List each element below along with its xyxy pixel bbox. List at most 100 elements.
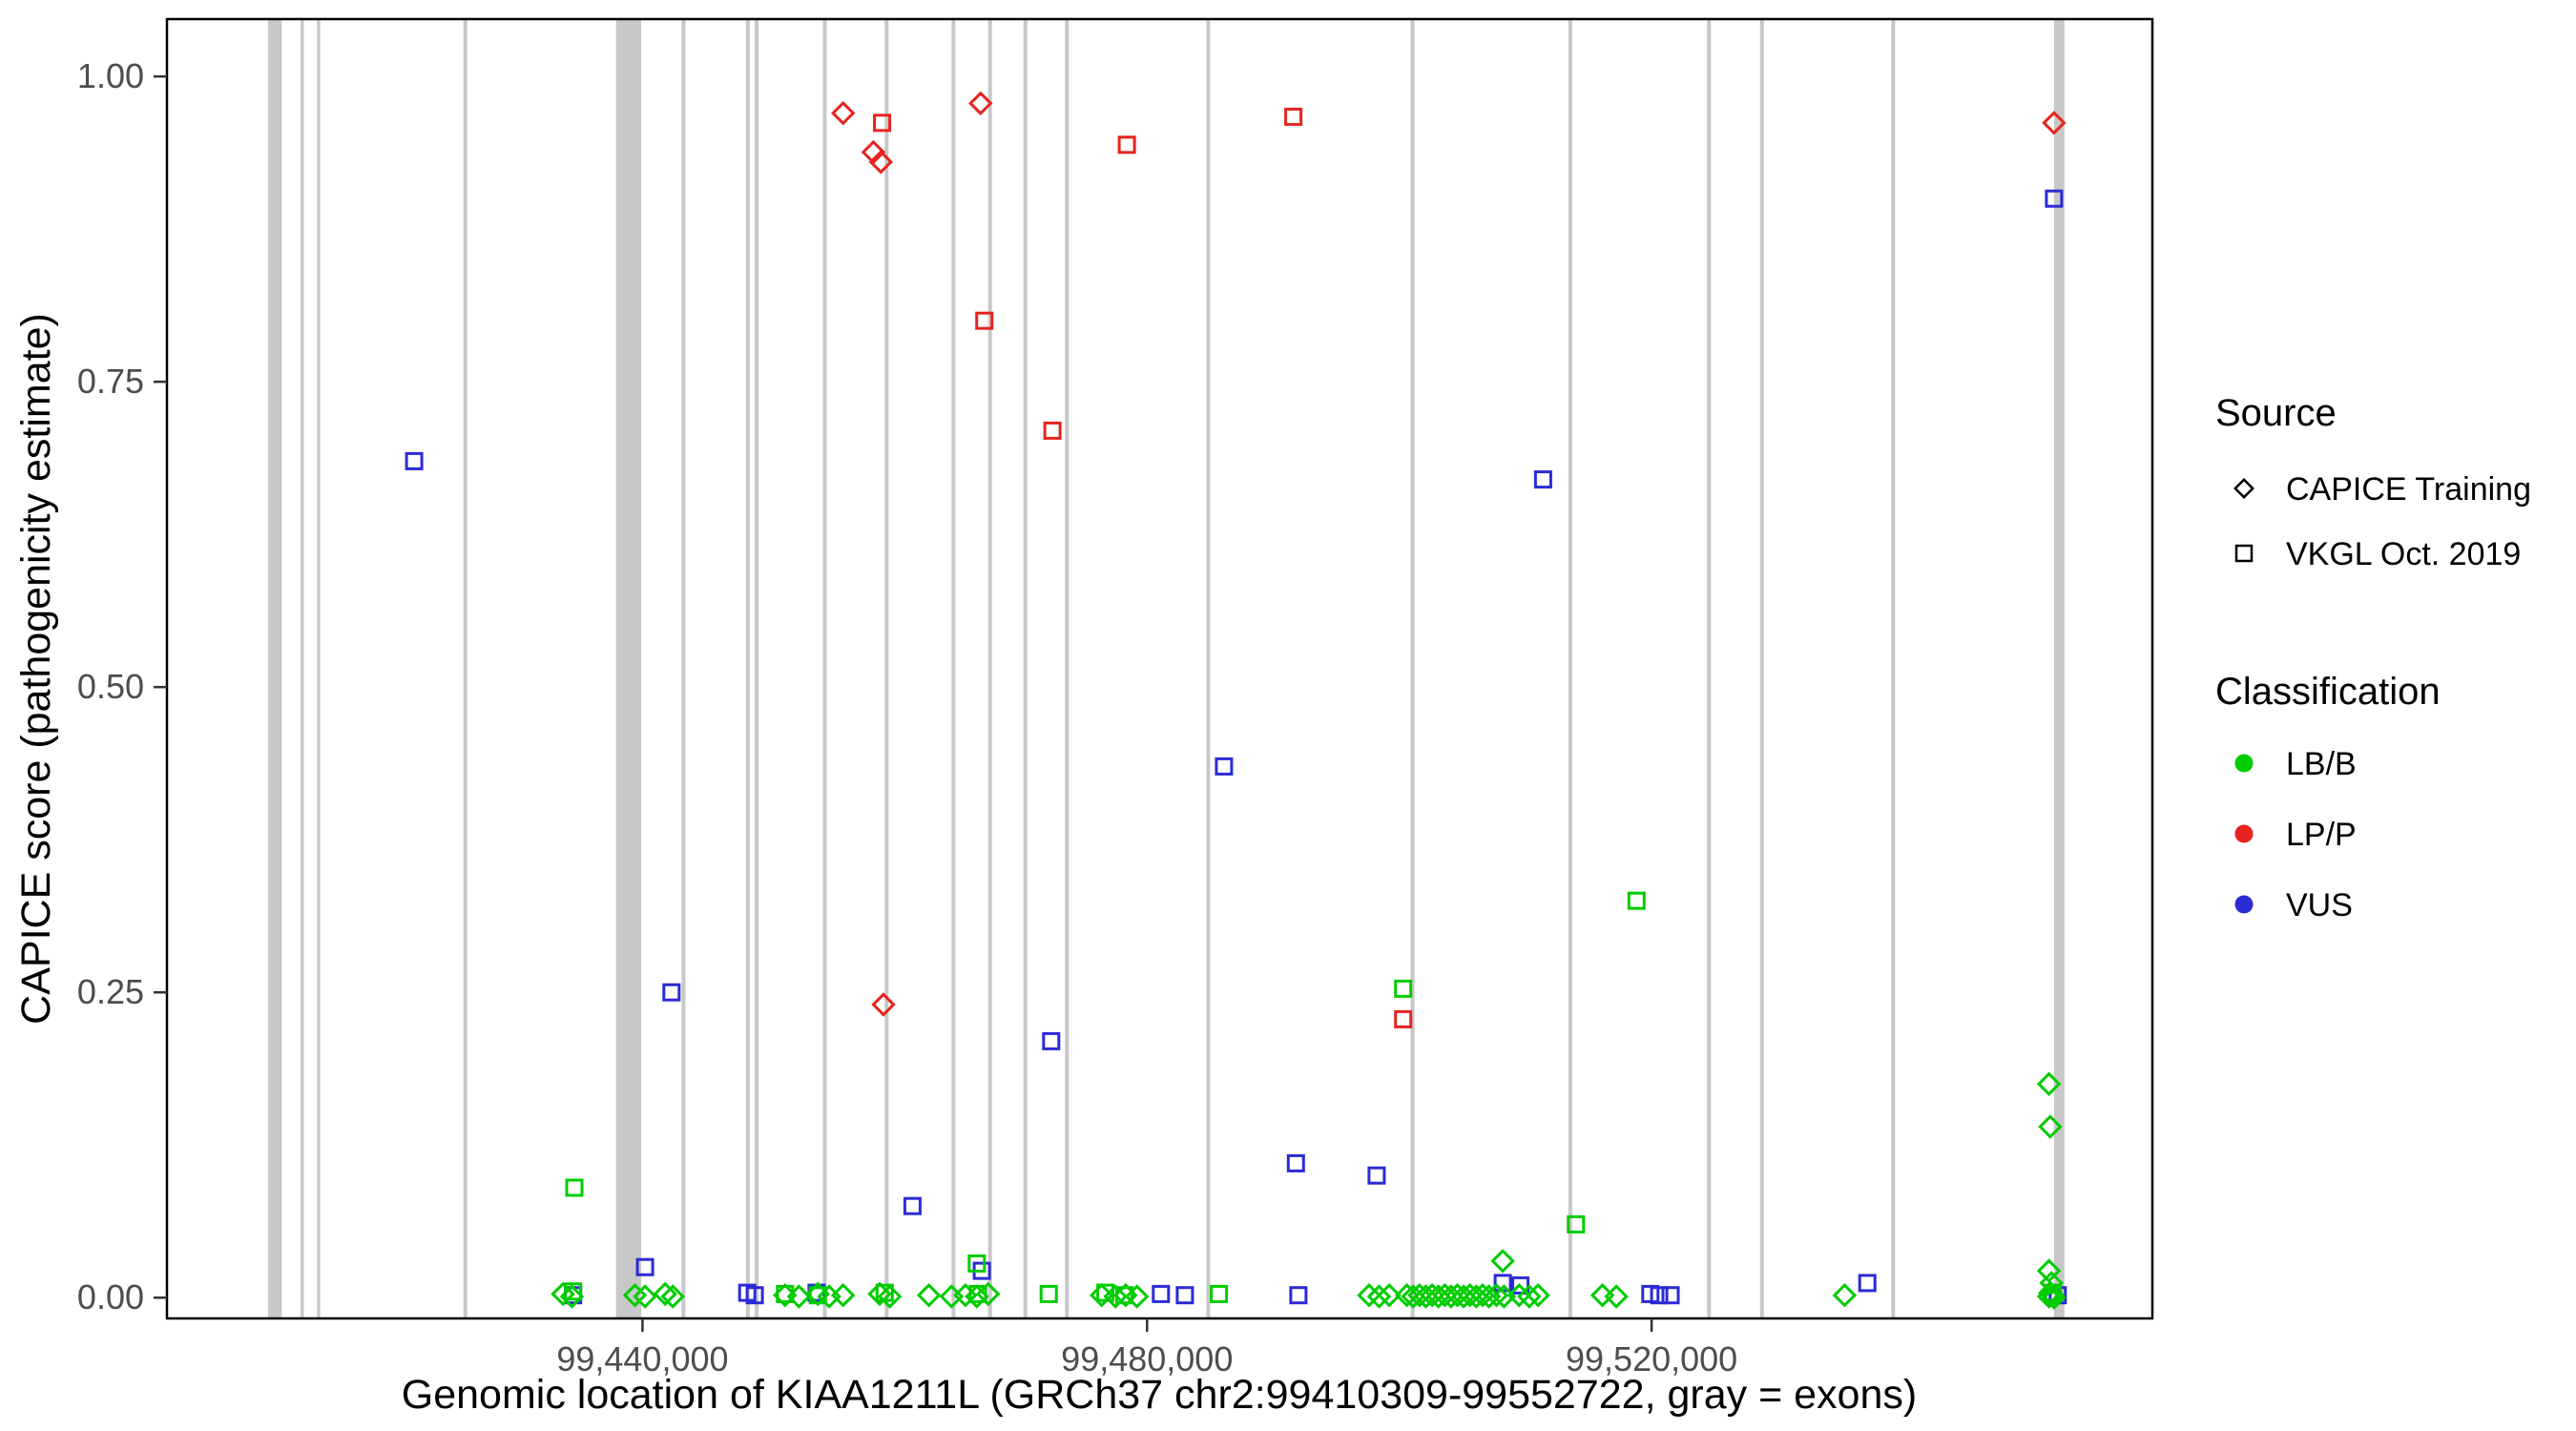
- exon-band: [822, 19, 827, 1318]
- data-point-diamond: [1526, 1282, 1550, 1308]
- data-point-square: [1627, 891, 1646, 910]
- data-point-square: [1511, 1275, 1530, 1295]
- data-point-diamond: [968, 91, 993, 116]
- data-point-diamond: [1089, 1282, 1114, 1308]
- data-point-square: [1152, 1284, 1171, 1303]
- exon-band: [301, 19, 304, 1318]
- data-point-square: [1210, 1284, 1229, 1303]
- legend-classification-title: Classification: [2215, 671, 2441, 713]
- vus-color-swatch: [2234, 895, 2254, 914]
- legend-item-vkgl: VKGL Oct. 2019: [2286, 536, 2521, 572]
- data-point-square: [967, 1254, 987, 1273]
- exon-band: [1707, 19, 1712, 1318]
- x-tick-label: 99,440,000: [556, 1339, 728, 1379]
- y-axis-title: CAPICE score (pathogenicity estimate): [13, 313, 59, 1025]
- exon-band: [1023, 19, 1028, 1318]
- data-point-diamond: [1604, 1284, 1629, 1309]
- exon-band: [1759, 19, 1764, 1318]
- exon-band: [317, 19, 321, 1318]
- x-axis-title: Genomic location of KIAA1211L (GRCh37 ch…: [402, 1372, 1917, 1418]
- data-point-diamond: [786, 1284, 812, 1309]
- y-tick-label: 0.75: [77, 362, 144, 401]
- exon-band: [755, 19, 759, 1318]
- square-shape-icon: [2234, 544, 2254, 563]
- data-point-diamond: [867, 1281, 892, 1307]
- data-point-square: [1650, 1286, 1669, 1305]
- data-point-diamond: [939, 1284, 965, 1309]
- data-point-diamond: [2036, 1284, 2062, 1309]
- data-point-diamond: [861, 139, 886, 165]
- data-point-square: [1175, 1286, 1195, 1305]
- legend-item-capice-training: CAPICE Training: [2286, 471, 2531, 508]
- data-point-diamond: [1394, 1282, 1420, 1308]
- y-tick-label: 0.00: [77, 1277, 144, 1317]
- exon-band: [681, 19, 686, 1318]
- data-point-diamond: [1589, 1282, 1615, 1308]
- data-point-diamond: [1491, 1284, 1517, 1309]
- diamond-shape-icon: [2233, 478, 2254, 499]
- exon-band: [987, 19, 992, 1318]
- data-point-square: [1394, 979, 1413, 998]
- data-point-square: [2045, 189, 2064, 208]
- data-point-square: [565, 1178, 584, 1197]
- data-point-diamond: [916, 1282, 942, 1308]
- data-point-diamond: [2042, 111, 2067, 135]
- data-point-diamond: [1490, 1249, 1515, 1274]
- data-point-square: [1394, 1009, 1413, 1028]
- legend-item-lpp: LP/P: [2286, 817, 2357, 853]
- data-point-diamond: [2036, 1071, 2062, 1096]
- data-point-diamond: [1432, 1282, 1458, 1308]
- data-point-diamond: [1124, 1284, 1150, 1309]
- data-point-diamond: [1407, 1282, 1432, 1308]
- exon-bands-layer: [267, 19, 2065, 1318]
- data-point-square: [745, 1286, 764, 1305]
- exon-band: [615, 19, 642, 1318]
- exon-band: [1065, 19, 1070, 1318]
- data-point-square: [635, 1257, 654, 1276]
- data-point-diamond: [975, 1281, 1001, 1307]
- data-point-square: [975, 311, 994, 330]
- data-point-diamond: [633, 1284, 657, 1309]
- data-point-diamond: [1832, 1282, 1858, 1308]
- legend-source: Source CAPICE Training VKGL Oct. 2019: [2215, 392, 2531, 572]
- x-tick-label: 99,480,000: [1061, 1339, 1233, 1379]
- data-point-square: [1858, 1274, 1877, 1293]
- data-point-diamond: [877, 1284, 903, 1309]
- data-point-square: [1367, 1166, 1386, 1185]
- data-point-diamond: [1464, 1284, 1489, 1309]
- data-point-square: [1117, 135, 1136, 155]
- y-tick-label: 0.50: [77, 667, 144, 706]
- data-point-diamond: [1439, 1284, 1464, 1309]
- exon-band: [1568, 19, 1572, 1318]
- data-point-diamond: [1457, 1282, 1483, 1308]
- data-point-square: [1215, 757, 1234, 776]
- data-point-diamond: [1377, 1282, 1402, 1308]
- data-point-diamond: [660, 1284, 685, 1309]
- exon-band: [267, 19, 282, 1318]
- exon-band: [1891, 19, 1896, 1318]
- data-point-diamond: [1470, 1282, 1495, 1308]
- data-point-diamond: [2042, 1285, 2067, 1310]
- lpp-color-swatch: [2234, 824, 2254, 843]
- data-point-square: [1661, 1286, 1680, 1305]
- y-tick-label: 1.00: [77, 56, 144, 95]
- plot-panel-border: [165, 17, 2154, 1320]
- data-point-square: [662, 983, 681, 1002]
- legend-item-lbb: LB/B: [2286, 746, 2357, 782]
- data-point-square: [1039, 1284, 1058, 1303]
- data-point-square: [903, 1196, 922, 1215]
- data-point-diamond: [830, 1282, 856, 1308]
- legend-source-title: Source: [2215, 392, 2337, 434]
- data-point-diamond: [773, 1282, 798, 1308]
- data-point-square: [873, 114, 892, 133]
- exon-band: [951, 19, 956, 1318]
- exon-band: [1206, 19, 1211, 1318]
- data-point-diamond: [1401, 1284, 1425, 1309]
- data-point-diamond: [1451, 1284, 1476, 1309]
- data-point-square: [1567, 1214, 1586, 1234]
- data-point-square: [1042, 1031, 1061, 1050]
- data-point-diamond: [871, 992, 896, 1017]
- legend-classification: Classification LB/B LP/P VUS: [2215, 671, 2441, 923]
- x-tick-label: 99,520,000: [1566, 1339, 1737, 1379]
- data-point-diamond: [1444, 1282, 1470, 1308]
